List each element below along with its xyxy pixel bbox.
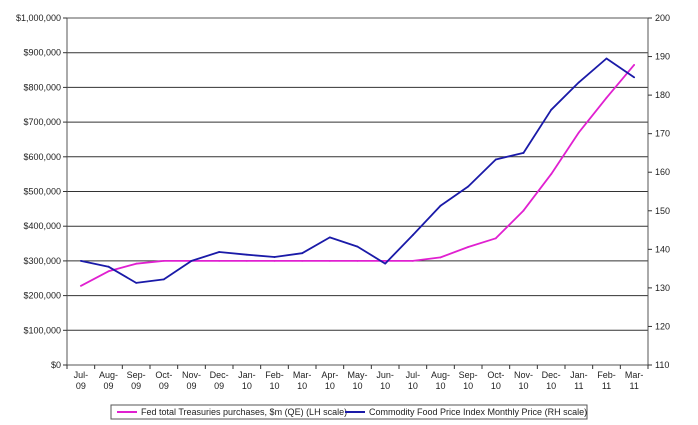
legend-label-fed: Fed total Treasuries purchases, $m (QE) … [141, 407, 347, 417]
right-tick-label: 170 [655, 129, 670, 139]
right-tick-label: 120 [655, 321, 670, 331]
data-point [135, 262, 138, 265]
data-point [162, 278, 165, 281]
data-point [135, 281, 138, 284]
data-point [273, 260, 276, 262]
data-point [190, 260, 193, 262]
gridlines [67, 17, 648, 366]
x-tick-label: Oct-10 [487, 370, 504, 391]
left-tick-label: $100,000 [23, 325, 61, 335]
series-line-fed-treasuries [80, 64, 635, 287]
x-tick-label: May-10 [348, 370, 368, 391]
x-tick-label: Aug-10 [431, 370, 450, 391]
right-tick-label: 200 [655, 13, 670, 23]
right-tick-label: 190 [655, 52, 670, 62]
data-point [522, 209, 525, 212]
x-tick-label: Aug-09 [99, 370, 118, 391]
data-point [577, 131, 580, 134]
data-point [411, 260, 414, 262]
data-point [605, 57, 608, 60]
data-point [494, 158, 497, 161]
left-tick-label: $600,000 [23, 152, 61, 162]
data-point [79, 284, 82, 287]
left-tick-label: $300,000 [23, 256, 61, 266]
data-point [633, 76, 636, 79]
x-tick-label: Jun-10 [376, 370, 394, 391]
data-point [245, 260, 248, 262]
data-point [522, 152, 525, 154]
x-tick-label: Sep-10 [459, 370, 478, 391]
x-tick-label: Nov-10 [514, 370, 533, 391]
legend: Fed total Treasuries purchases, $m (QE) … [110, 404, 588, 420]
data-point [328, 260, 331, 262]
left-axis: $0 $100,000 $200,000 $300,000 $400,000 $500,0… [16, 13, 67, 370]
x-tick-label: Mar-11 [625, 370, 644, 391]
right-tick-label: 140 [655, 244, 670, 254]
right-axis: 110 120 130 140 150 160 170 180 190 200 [648, 13, 670, 370]
data-point [79, 260, 82, 262]
data-point [245, 253, 248, 256]
x-tick-label: Jul-09 [74, 370, 89, 391]
left-tick-label: $200,000 [23, 291, 61, 301]
data-point [162, 260, 165, 262]
data-point [218, 260, 221, 262]
data-point [633, 63, 636, 66]
x-tick-label: Feb-11 [597, 370, 616, 391]
data-point [301, 260, 304, 262]
left-tick-label: $700,000 [23, 117, 61, 127]
data-point [384, 260, 387, 262]
data-point [356, 245, 359, 248]
right-tick-label: 110 [655, 360, 669, 370]
data-point [356, 260, 359, 262]
x-tick-label: Sep-09 [127, 370, 146, 391]
left-tick-label: $400,000 [23, 221, 61, 231]
x-tick-label: Apr-10 [321, 370, 338, 391]
data-point [107, 270, 110, 273]
data-point [550, 108, 553, 111]
data-point [439, 204, 442, 207]
right-tick-label: 160 [655, 167, 670, 177]
data-point [439, 256, 442, 259]
data-point [107, 265, 110, 268]
data-point [273, 256, 276, 258]
data-point [605, 96, 608, 99]
series-line-food-price-index [80, 57, 635, 284]
left-tick-label: $1,000,000 [16, 13, 61, 23]
data-point [411, 234, 414, 236]
x-tick-label: Mar-10 [293, 370, 312, 391]
x-tick-label: Dec-09 [210, 370, 229, 391]
data-point [467, 185, 470, 188]
legend-label-food: Commodity Food Price Index Monthly Price… [369, 407, 587, 417]
left-tick-label: $800,000 [23, 82, 61, 92]
x-axis: Jul-09 Aug-09 Sep-09 Oct-09 Nov-09 Dec-09 Jan-… [66, 365, 649, 391]
data-point [301, 252, 304, 255]
data-point [467, 246, 470, 248]
right-tick-label: 130 [655, 283, 670, 293]
data-point [577, 81, 580, 84]
x-tick-label: Feb-10 [265, 370, 284, 391]
left-tick-label: $500,000 [23, 187, 61, 197]
x-tick-label: Oct-09 [155, 370, 172, 391]
data-point [384, 262, 387, 265]
x-tick-label: Nov-09 [182, 370, 201, 391]
data-point [550, 173, 553, 176]
x-tick-label: Jul-10 [406, 370, 421, 391]
data-point [328, 236, 331, 239]
series-layer [79, 57, 636, 287]
x-tick-label: Jan-11 [570, 370, 588, 391]
left-tick-label: $900,000 [23, 48, 61, 58]
data-point [494, 237, 497, 240]
x-tick-label: Jan-10 [238, 370, 256, 391]
right-tick-label: 180 [655, 90, 670, 100]
right-tick-label: 150 [655, 206, 670, 216]
data-point [218, 251, 221, 253]
left-tick-label: $0 [51, 360, 61, 370]
x-tick-label: Dec-10 [542, 370, 561, 391]
